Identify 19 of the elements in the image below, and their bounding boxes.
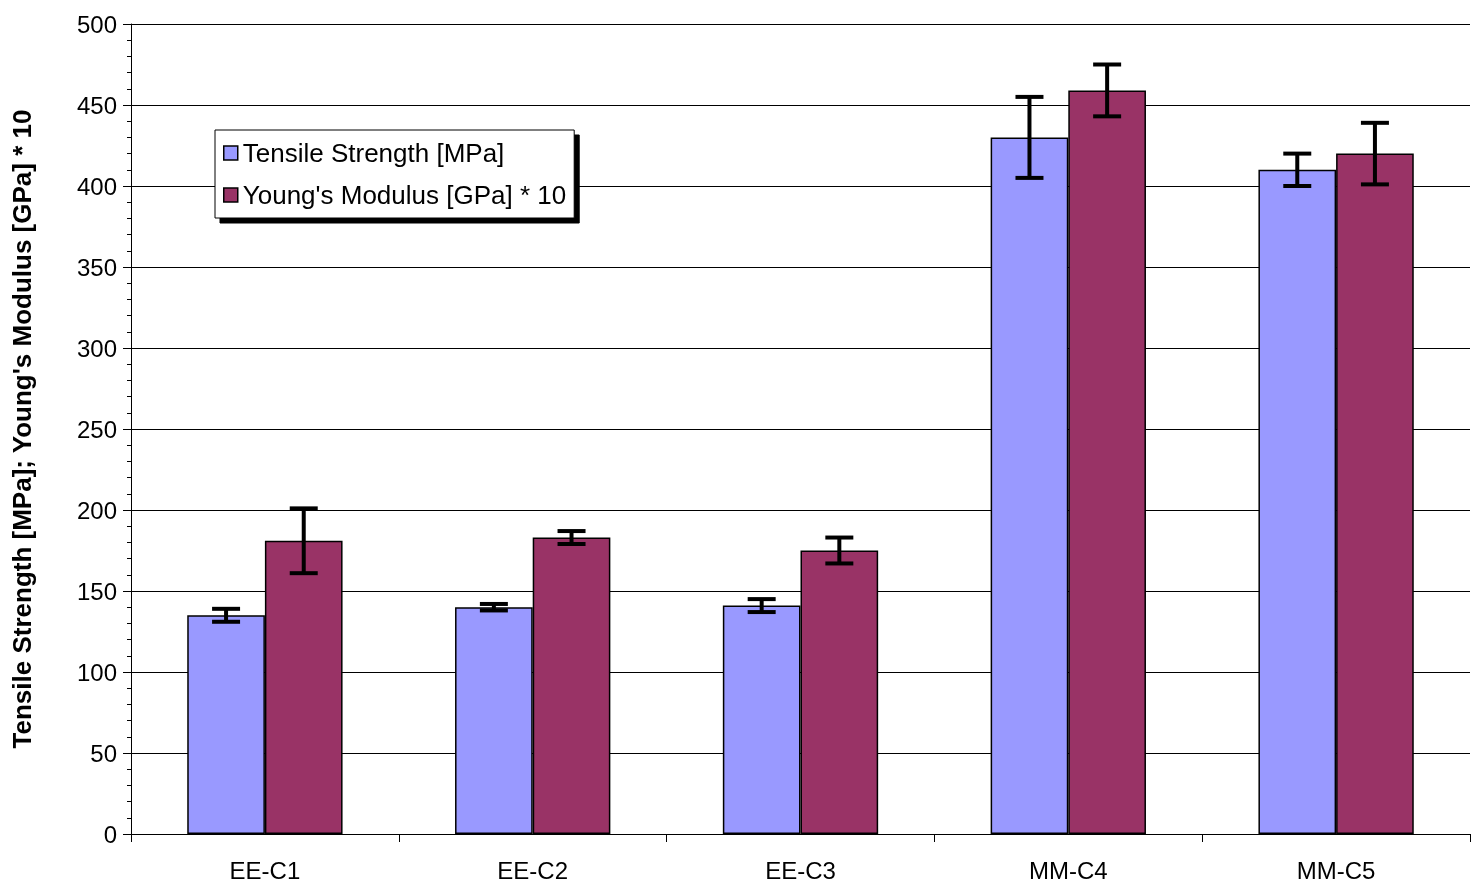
y-tick-label: 100 [76,658,117,686]
y-tick-label: 50 [90,739,117,767]
y-tick-label: 350 [76,253,117,281]
x-tick-label: EE-C3 [765,856,836,884]
x-tick-label: MM-C4 [1028,856,1108,884]
legend-label: Tensile Strength [MPa] [242,138,505,168]
y-tick-label: 500 [76,10,117,38]
x-tick-label: MM-C5 [1296,856,1376,884]
y-axis-title: Tensile Strength [MPa]; Young's Modulus [GPa] * 10 [7,109,37,749]
y-tick-label: 400 [76,172,117,200]
x-tick-label: EE-C1 [229,856,301,884]
y-tick-label: 0 [103,820,117,848]
y-tick-label: 450 [76,91,117,119]
x-tick-label: EE-C2 [497,856,569,884]
y-tick-label: 250 [76,415,117,443]
y-tick-label: 150 [76,577,117,605]
y-tick-label: 200 [76,496,117,524]
y-tick-label: 300 [76,334,117,362]
legend-label: Young's Modulus [GPa] * 10 [242,180,567,210]
